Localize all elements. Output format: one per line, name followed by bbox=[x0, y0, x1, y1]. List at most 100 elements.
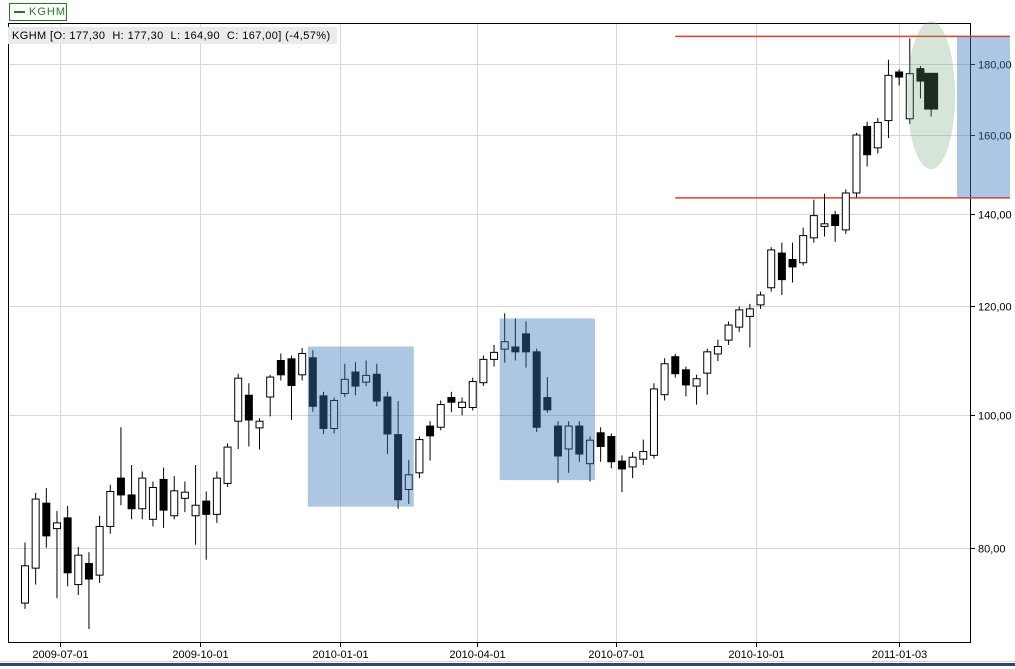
candle-up bbox=[404, 459, 413, 504]
candle-body bbox=[681, 369, 690, 386]
gridlines bbox=[8, 23, 970, 642]
x-tick-label: 2009-10-01 bbox=[172, 649, 228, 661]
candle-body bbox=[703, 351, 712, 374]
candle-up bbox=[639, 439, 648, 465]
y-tick-label: 120,00 bbox=[978, 302, 1012, 314]
candle-up bbox=[223, 443, 232, 487]
candle-down bbox=[159, 467, 168, 528]
candle-body bbox=[308, 357, 317, 407]
candle-down bbox=[863, 121, 872, 167]
x-tick-label: 2010-01-01 bbox=[312, 649, 368, 661]
ohlc-info-text: KGHM [O: 177,30 H: 177,30 L: 164,90 C: 1… bbox=[12, 29, 331, 42]
candle-body bbox=[330, 399, 339, 429]
y-tick-label: 140,00 bbox=[978, 210, 1012, 222]
candle-up bbox=[767, 247, 776, 292]
candle-body bbox=[735, 309, 744, 328]
candle-body bbox=[351, 371, 360, 387]
candle-body bbox=[362, 374, 371, 383]
candle-down bbox=[511, 318, 520, 361]
candle-up bbox=[873, 118, 882, 154]
candle-down bbox=[831, 210, 840, 242]
x-tick-label: 2010-07-01 bbox=[588, 649, 644, 661]
candle-body bbox=[138, 477, 147, 510]
candle-body bbox=[106, 491, 115, 527]
candle-down bbox=[426, 421, 435, 461]
candle-body bbox=[873, 121, 882, 149]
candle-body bbox=[159, 478, 168, 511]
candle-up bbox=[340, 363, 349, 397]
candle-body bbox=[585, 439, 594, 465]
candle-down bbox=[319, 391, 328, 435]
candle-body bbox=[191, 504, 200, 517]
candle-up bbox=[362, 360, 371, 387]
candle-body bbox=[639, 451, 648, 460]
candle-down bbox=[372, 363, 381, 407]
candle-up bbox=[500, 313, 509, 363]
candle-up bbox=[660, 358, 669, 401]
candle-body bbox=[255, 420, 264, 429]
candle-up bbox=[490, 344, 499, 367]
candle-body bbox=[244, 394, 253, 421]
legend-symbol-label: KGHM bbox=[29, 5, 66, 18]
x-tick-label: 2010-04-01 bbox=[449, 649, 505, 661]
candle-body bbox=[180, 491, 189, 499]
candle-down bbox=[895, 69, 904, 86]
candle-up bbox=[735, 306, 744, 332]
candle-up bbox=[95, 515, 104, 583]
candle-body bbox=[447, 397, 456, 403]
candle-down bbox=[202, 491, 211, 560]
highlight-box[interactable] bbox=[499, 318, 595, 481]
candle-down bbox=[596, 427, 605, 462]
candle-body bbox=[554, 425, 562, 457]
candle-body bbox=[660, 363, 669, 396]
candle-body bbox=[74, 554, 83, 586]
highlight-box[interactable] bbox=[307, 346, 414, 507]
candle-up bbox=[148, 481, 157, 527]
candle-body bbox=[649, 388, 658, 456]
candle-up bbox=[255, 418, 264, 450]
candle-up bbox=[628, 452, 637, 479]
candle-down bbox=[671, 353, 680, 378]
candle-body bbox=[916, 68, 925, 82]
candle-body bbox=[767, 249, 776, 289]
candle-body bbox=[52, 522, 61, 530]
candle-body bbox=[564, 425, 573, 450]
candle-up bbox=[234, 373, 243, 449]
x-tick-label: 2009-07-01 bbox=[32, 649, 88, 661]
candle-up bbox=[266, 374, 275, 417]
candle-down bbox=[607, 433, 616, 469]
legend-box[interactable]: KGHM bbox=[9, 3, 67, 21]
candle-body bbox=[479, 358, 488, 384]
candle-body bbox=[522, 333, 531, 353]
candle-down bbox=[308, 350, 317, 412]
candle-up bbox=[138, 471, 147, 520]
right-range-band[interactable] bbox=[957, 36, 1010, 198]
candle-down bbox=[916, 65, 925, 99]
candles-layer bbox=[21, 38, 939, 629]
candle-down bbox=[447, 391, 456, 413]
candle-body bbox=[745, 308, 754, 317]
candle-body bbox=[31, 498, 40, 569]
candle-body bbox=[820, 223, 829, 227]
series-line-icon bbox=[14, 11, 25, 13]
candle-up bbox=[852, 132, 861, 198]
highlight-ellipse[interactable] bbox=[907, 21, 956, 170]
candle-body bbox=[436, 404, 445, 428]
candle-body bbox=[607, 435, 616, 463]
candle-body bbox=[63, 517, 72, 574]
candle-body bbox=[202, 500, 211, 515]
candle-body bbox=[713, 345, 722, 355]
candle-up bbox=[212, 471, 221, 523]
candle-down bbox=[532, 348, 541, 433]
candle-body bbox=[490, 351, 499, 360]
candle-body bbox=[319, 395, 328, 429]
x-tick-label: 2011-01-03 bbox=[872, 649, 927, 661]
candle-up bbox=[468, 377, 477, 411]
candle-up bbox=[756, 291, 765, 309]
candle-body bbox=[841, 192, 850, 231]
candle-body bbox=[266, 376, 275, 398]
y-tick-label: 160,00 bbox=[978, 131, 1012, 143]
y-tick-label: 80,00 bbox=[978, 544, 1006, 556]
candle-up bbox=[170, 476, 179, 520]
